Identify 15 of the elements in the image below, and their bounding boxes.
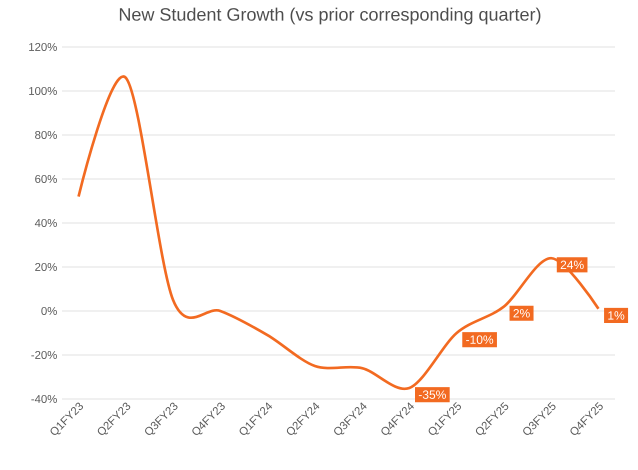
data-label: 1% xyxy=(608,311,624,320)
y-tick-label: -20% xyxy=(31,350,57,359)
y-tick-label: 100% xyxy=(29,86,57,95)
data-label: -35% xyxy=(418,390,446,399)
data-label: 24% xyxy=(560,260,584,270)
data-label: -10% xyxy=(466,335,494,344)
chart-title: New Student Growth (vs prior corresponding quarter) xyxy=(120,8,540,24)
y-tick-label: 80% xyxy=(35,130,57,139)
y-tick-label: 20% xyxy=(35,262,57,271)
y-tick-label: 0% xyxy=(41,306,57,315)
y-tick-label: 60% xyxy=(35,174,57,183)
y-tick-label: 120% xyxy=(29,42,57,51)
data-label: 2% xyxy=(513,309,530,318)
y-tick-label: -40% xyxy=(31,394,57,403)
y-tick-label: 40% xyxy=(34,218,57,227)
